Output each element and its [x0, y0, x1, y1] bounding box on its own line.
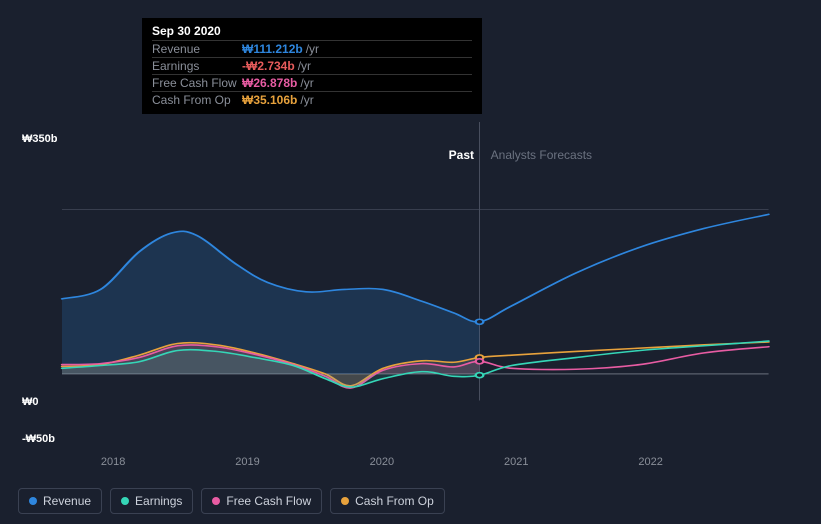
legend-dot-icon	[341, 497, 349, 505]
line-chart-svg	[18, 122, 803, 450]
x-axis-label: 2018	[101, 456, 125, 468]
x-axis-label: 2022	[638, 456, 662, 468]
legend-item-fcf[interactable]: Free Cash Flow	[201, 488, 322, 514]
forecast-label: Analysts Forecasts	[491, 148, 592, 162]
tooltip-row-revenue: Revenue₩111.212b /yr	[152, 40, 472, 57]
x-axis-label: 2021	[504, 456, 528, 468]
x-axis-label: 2020	[370, 456, 394, 468]
y-axis-label: -₩50b	[22, 433, 55, 445]
legend-label: Earnings	[135, 494, 182, 508]
x-axis: 2018 2019 2020 2021 2022	[18, 456, 803, 476]
chart-area	[18, 122, 803, 450]
tooltip-row-earnings: Earnings-₩2.734b /yr	[152, 57, 472, 74]
tooltip-value: ₩26.878b	[242, 76, 297, 90]
tooltip-label: Earnings	[152, 59, 242, 73]
tooltip-row-cfo: Cash From Op₩35.106b /yr	[152, 91, 472, 108]
tooltip-unit: /yr	[298, 59, 311, 73]
tooltip-value: -₩2.734b	[242, 59, 295, 73]
legend-label: Free Cash Flow	[226, 494, 311, 508]
hover-tooltip: Sep 30 2020 Revenue₩111.212b /yrEarnings…	[142, 18, 482, 114]
tooltip-date: Sep 30 2020	[152, 24, 472, 38]
tooltip-unit: /yr	[306, 42, 319, 56]
tooltip-row-fcf: Free Cash Flow₩26.878b /yr	[152, 74, 472, 91]
tooltip-value: ₩35.106b	[242, 93, 297, 107]
legend-dot-icon	[212, 497, 220, 505]
tooltip-unit: /yr	[300, 93, 313, 107]
y-axis-label: ₩350b	[22, 133, 57, 145]
legend-item-earnings[interactable]: Earnings	[110, 488, 193, 514]
y-axis-label: ₩0	[22, 396, 39, 408]
legend-label: Revenue	[43, 494, 91, 508]
chart-legend: Revenue Earnings Free Cash Flow Cash From O…	[18, 488, 445, 514]
tooltip-value: ₩111.212b	[242, 42, 303, 56]
x-axis-label: 2019	[235, 456, 259, 468]
tooltip-label: Revenue	[152, 42, 242, 56]
tooltip-label: Free Cash Flow	[152, 76, 242, 90]
legend-item-cfo[interactable]: Cash From Op	[330, 488, 445, 514]
tooltip-label: Cash From Op	[152, 93, 242, 107]
legend-item-revenue[interactable]: Revenue	[18, 488, 102, 514]
past-label: Past	[449, 148, 474, 162]
legend-label: Cash From Op	[355, 494, 434, 508]
legend-dot-icon	[121, 497, 129, 505]
tooltip-unit: /yr	[300, 76, 313, 90]
legend-dot-icon	[29, 497, 37, 505]
